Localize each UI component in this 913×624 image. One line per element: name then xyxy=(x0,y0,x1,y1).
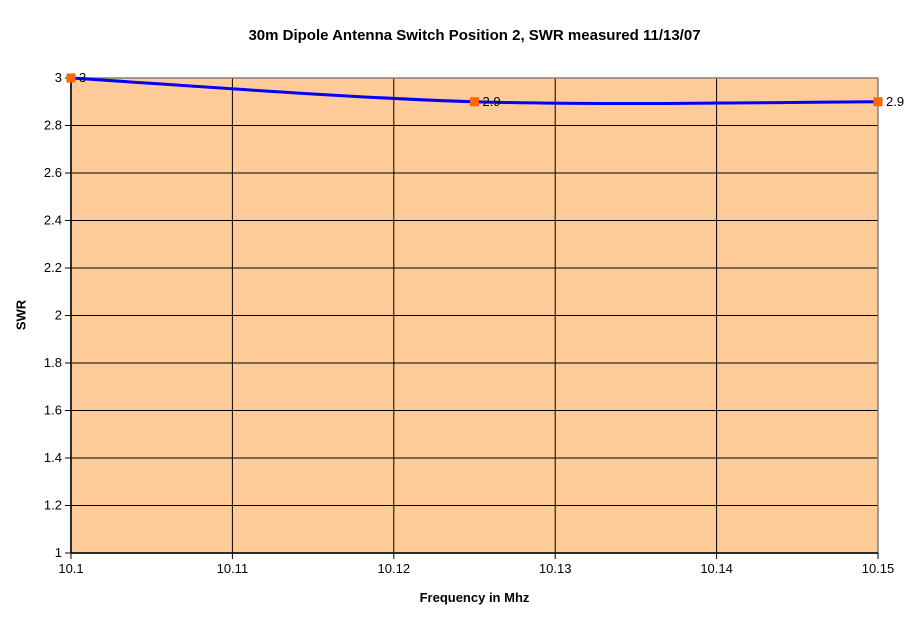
x-tick-label: 10.15 xyxy=(862,561,895,576)
x-tick-label: 10.1 xyxy=(58,561,83,576)
y-tick-label: 2 xyxy=(55,308,62,323)
data-point-marker xyxy=(873,97,883,107)
y-tick-label: 2.2 xyxy=(44,260,62,275)
y-tick-label: 2.6 xyxy=(44,165,62,180)
x-tick-label: 10.12 xyxy=(378,561,411,576)
y-tick-label: 2.8 xyxy=(44,118,62,133)
x-axis-title: Frequency in Mhz xyxy=(419,590,530,605)
data-point-label: 3 xyxy=(79,70,86,85)
x-tick-label: 10.14 xyxy=(700,561,733,576)
y-tick-label: 1.2 xyxy=(44,498,62,513)
data-point-label: 2.9 xyxy=(483,94,501,109)
y-tick-label: 2.4 xyxy=(44,213,62,228)
y-axis-title: SWR xyxy=(13,299,29,331)
x-tick-label: 10.11 xyxy=(217,561,249,576)
y-tick-label: 1.6 xyxy=(44,403,62,418)
data-point-marker xyxy=(470,97,479,107)
y-tick-label: 1 xyxy=(55,545,62,560)
data-point-label: 2.9 xyxy=(886,94,904,109)
chart-title: 30m Dipole Antenna Switch Position 2, SW… xyxy=(248,27,701,44)
data-point-marker xyxy=(66,73,76,83)
x-tick-label: 10.13 xyxy=(539,561,572,576)
y-tick-label: 1.8 xyxy=(44,355,62,370)
y-tick-label: 1.4 xyxy=(44,450,62,465)
y-tick-label: 3 xyxy=(55,70,62,85)
